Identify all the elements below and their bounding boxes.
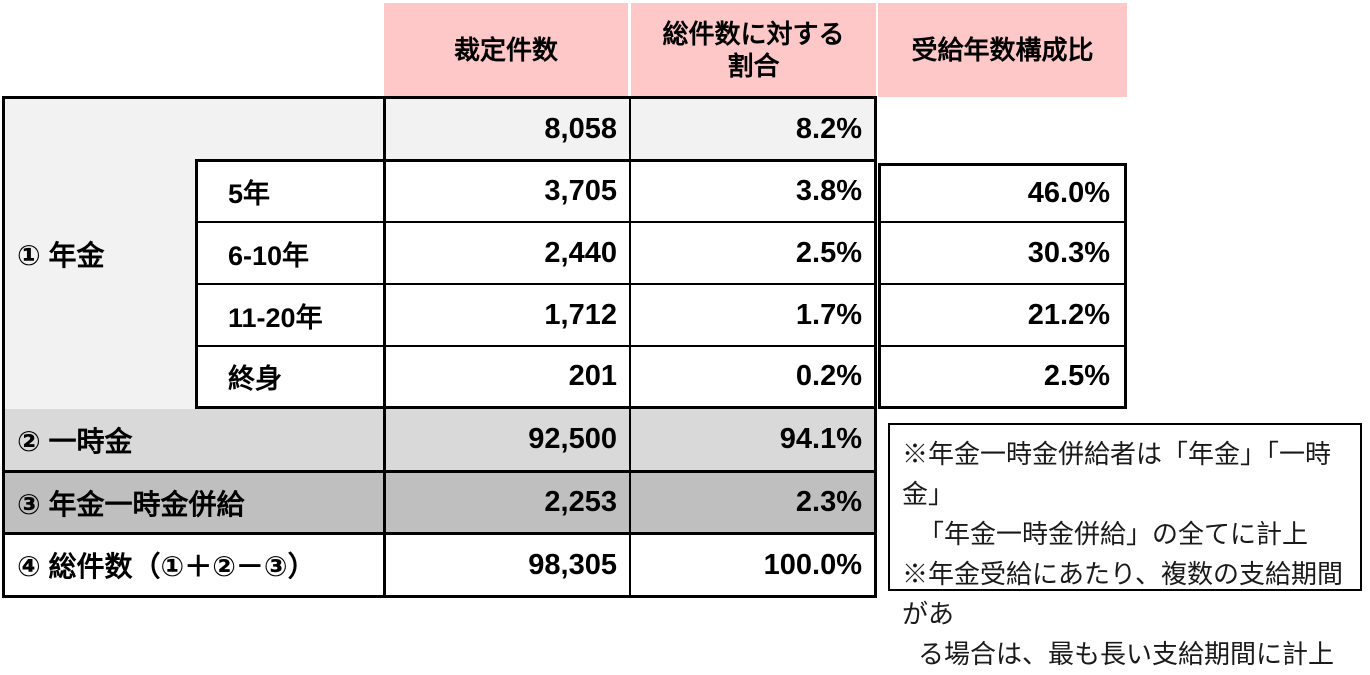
duration-label-6-10y: 6-10年 (195, 223, 383, 285)
footnote-line-2: 「年金一時金併給」の全てに計上 (918, 520, 1309, 549)
duration-share-6-10y: 2.5% (629, 223, 874, 285)
duration-label-11-20y: 11-20年 (195, 285, 383, 347)
combined-count: 2,253 (383, 473, 629, 535)
header-benefit-years-composition: 受給年数構成比 (878, 3, 1127, 97)
row-label-lump-sum: ② 一時金 (5, 409, 383, 473)
total-share: 100.0% (629, 535, 874, 595)
header-share-of-total: 総件数に対する 割合 (631, 3, 876, 97)
benefit-years-composition-column: 46.0% 30.3% 21.2% 2.5% (878, 163, 1127, 409)
lump-sum-share: 94.1% (629, 409, 874, 473)
footnote-box: ※年金一時金併給者は「年金」「一時金」 「年金一時金併給」の全てに計上 ※年金受… (888, 423, 1362, 669)
duration-label-5y: 5年 (195, 162, 383, 223)
total-count: 98,305 (383, 535, 629, 595)
duration-share-life: 0.2% (629, 347, 874, 409)
pension-total-label-spacer (195, 99, 383, 162)
duration-count-11-20y: 1,712 (383, 285, 629, 347)
composition-5y: 46.0% (881, 166, 1124, 223)
duration-count-6-10y: 2,440 (383, 223, 629, 285)
duration-share-11-20y: 1.7% (629, 285, 874, 347)
lump-sum-count: 92,500 (383, 409, 629, 473)
composition-6-10y: 30.3% (881, 223, 1124, 285)
header-settlement-count: 裁定件数 (384, 3, 628, 97)
duration-label-life: 終身 (195, 347, 383, 409)
composition-11-20y: 21.2% (881, 285, 1124, 347)
footnote-line-4: る場合は、最も長い支給期間に計上 (918, 640, 1335, 669)
row-label-pension: ① 年金 (5, 99, 195, 409)
row-label-combined: ③ 年金一時金併給 (5, 473, 383, 535)
duration-count-5y: 3,705 (383, 162, 629, 223)
duration-count-life: 201 (383, 347, 629, 409)
combined-share: 2.3% (629, 473, 874, 535)
pension-total-count: 8,058 (383, 99, 629, 162)
duration-share-5y: 3.8% (629, 162, 874, 223)
footnote-line-3: ※年金受給にあたり、複数の支給期間があ (902, 560, 1343, 629)
footnote-line-1: ※年金一時金併給者は「年金」「一時金」 (902, 440, 1332, 509)
composition-life: 2.5% (1043, 360, 1110, 392)
pension-statistics-table: ① 年金 8,058 8.2% 5年 3,705 3.8% 6-10年 2,44… (2, 96, 877, 598)
row-label-total: ④ 総件数（①＋②－③） (17, 551, 316, 582)
pension-total-share: 8.2% (629, 99, 874, 162)
